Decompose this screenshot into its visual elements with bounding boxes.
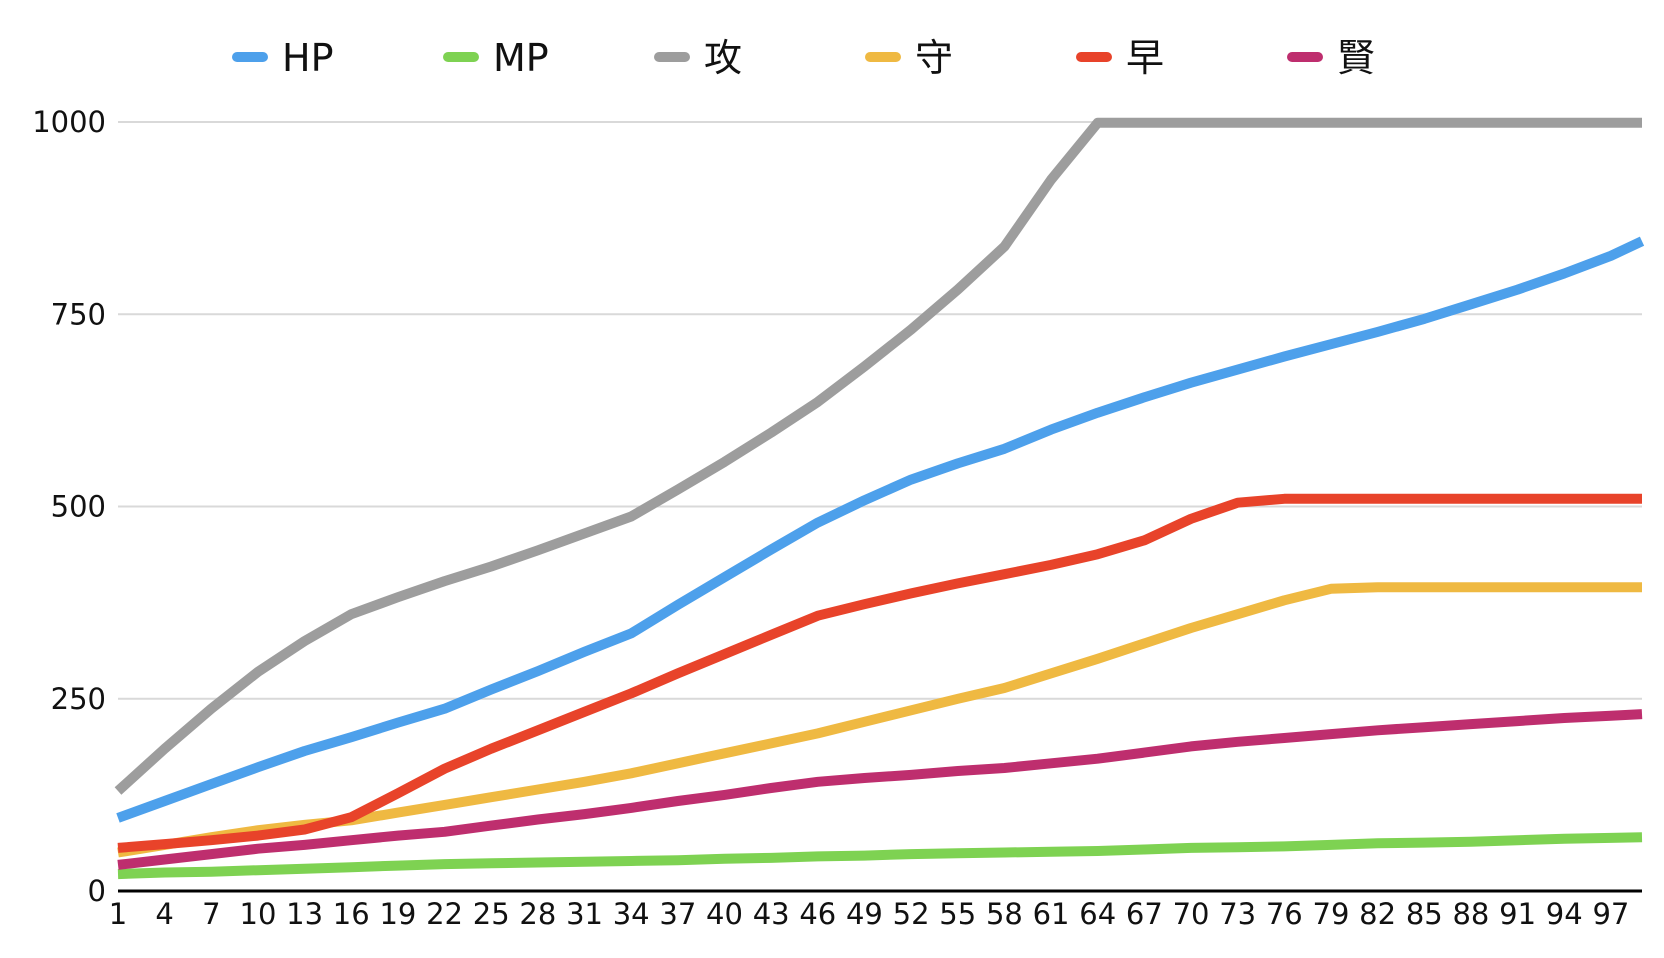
x-axis-label-37: 37 — [659, 897, 696, 931]
legend-label-atk: 攻 — [704, 36, 742, 80]
legend-label-def: 守 — [915, 36, 953, 80]
legend-swatch-agi — [1076, 52, 1112, 62]
x-axis-label-40: 40 — [706, 897, 743, 931]
x-axis-label-94: 94 — [1546, 897, 1583, 931]
x-axis-label-55: 55 — [939, 897, 976, 931]
x-axis-label-13: 13 — [286, 897, 323, 931]
x-axis-label-43: 43 — [753, 897, 790, 931]
x-axis-label-85: 85 — [1406, 897, 1443, 931]
x-axis-label-64: 64 — [1079, 897, 1116, 931]
series-line-agi — [117, 493, 1642, 853]
x-axis-label-22: 22 — [426, 897, 463, 931]
legend-label-hp: HP — [282, 36, 334, 80]
legend-swatch-atk — [654, 52, 690, 62]
x-axis-label-82: 82 — [1359, 897, 1396, 931]
series-line-hp — [116, 236, 1645, 823]
series-line-atk — [114, 117, 1642, 795]
x-axis-label-19: 19 — [379, 897, 416, 931]
x-axis-label-10: 10 — [240, 897, 277, 931]
y-axis-label-750: 750 — [51, 297, 106, 331]
series-line-wis — [117, 709, 1643, 870]
x-axis-label-73: 73 — [1219, 897, 1256, 931]
x-axis-label-67: 67 — [1126, 897, 1163, 931]
y-axis-label-1000: 1000 — [32, 105, 106, 139]
x-axis-label-76: 76 — [1266, 897, 1303, 931]
legend-swatch-wis — [1287, 52, 1323, 62]
x-axis-label-1: 1 — [109, 897, 127, 931]
legend-swatch-hp — [232, 52, 268, 62]
y-axis-label-500: 500 — [51, 490, 106, 524]
x-axis-label-97: 97 — [1592, 897, 1629, 931]
x-axis-label-79: 79 — [1313, 897, 1350, 931]
x-axis-label-58: 58 — [986, 897, 1023, 931]
series-line-def — [117, 582, 1642, 858]
x-axis-label-49: 49 — [846, 897, 883, 931]
x-axis-label-28: 28 — [519, 897, 556, 931]
series-line-mp — [117, 832, 1643, 880]
x-axis-label-7: 7 — [202, 897, 220, 931]
x-axis-label-25: 25 — [473, 897, 510, 931]
legend-swatch-mp — [443, 52, 479, 62]
x-axis-label-4: 4 — [155, 897, 173, 931]
x-axis-label-91: 91 — [1499, 897, 1536, 931]
y-axis-label-250: 250 — [51, 682, 106, 716]
legend-swatch-def — [865, 52, 901, 62]
x-axis-label-61: 61 — [1033, 897, 1070, 931]
x-axis-label-34: 34 — [613, 897, 650, 931]
legend-label-agi: 早 — [1126, 36, 1164, 80]
x-axis-label-88: 88 — [1452, 897, 1489, 931]
legend-label-mp: MP — [493, 36, 549, 80]
x-axis-label-16: 16 — [333, 897, 370, 931]
x-axis-label-70: 70 — [1173, 897, 1210, 931]
x-axis-label-52: 52 — [893, 897, 930, 931]
y-axis-label-0: 0 — [88, 874, 106, 908]
legend-label-wis: 賢 — [1337, 36, 1375, 80]
x-axis-label-31: 31 — [566, 897, 603, 931]
x-axis-label-46: 46 — [799, 897, 836, 931]
